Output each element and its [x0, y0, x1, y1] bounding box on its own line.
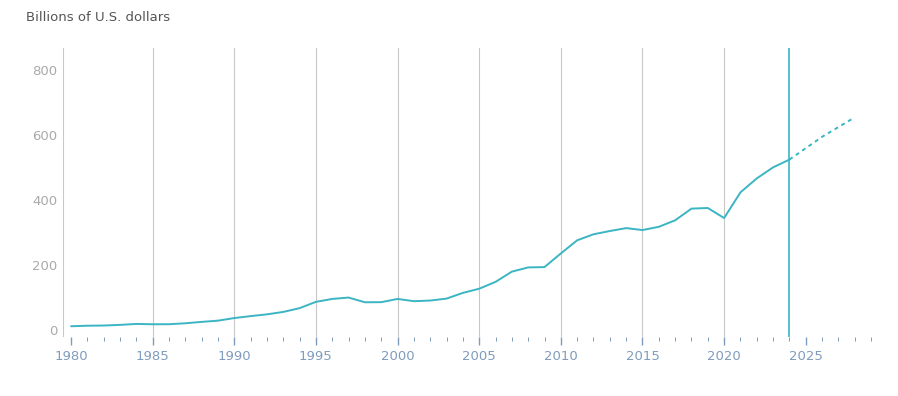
Text: Billions of U.S. dollars: Billions of U.S. dollars	[27, 11, 171, 25]
